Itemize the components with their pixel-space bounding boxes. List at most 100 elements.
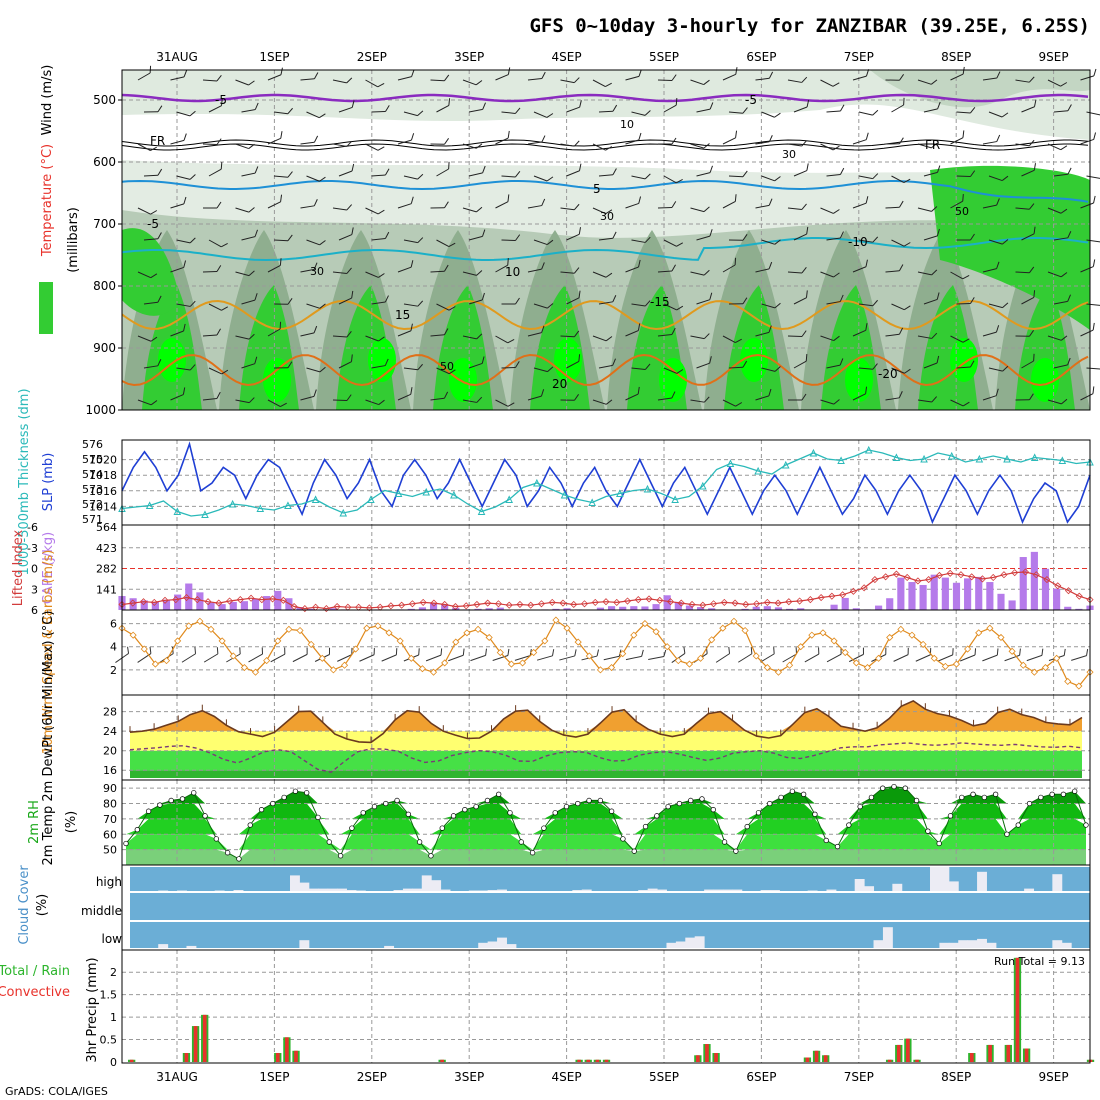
- surface-wind-barb: [826, 647, 842, 663]
- barb-shaft: [397, 266, 412, 273]
- barb-flag: [346, 140, 353, 147]
- wind-barb: [306, 366, 326, 373]
- lifted-index-marker: [290, 602, 298, 611]
- barb-shaft: [208, 105, 222, 113]
- barb-shaft: [598, 237, 613, 241]
- wind-barb: [1053, 294, 1071, 305]
- cloud-bar-high: [299, 882, 310, 891]
- barb-shaft: [533, 175, 548, 182]
- wind-barb: [598, 168, 617, 177]
- isotherm-label: 15: [395, 308, 410, 322]
- date-label-top: 3SEP: [454, 50, 484, 64]
- surface-wind-barb: [715, 646, 731, 663]
- rh-marker: [823, 837, 829, 844]
- wind-barb: [826, 167, 845, 177]
- wind-barb: [690, 143, 710, 149]
- wind-barb: [728, 107, 748, 114]
- barb-shaft: [235, 335, 250, 340]
- wind-barb: [950, 130, 965, 145]
- barb-flag: [261, 647, 264, 655]
- cape-bar: [474, 608, 482, 610]
- rh-shade-bright: [950, 338, 978, 382]
- wind-barb: [1021, 163, 1036, 177]
- barb-flag: [638, 259, 641, 268]
- barb-shaft: [267, 328, 281, 337]
- barb-flag: [742, 234, 748, 241]
- barb-shaft: [917, 335, 932, 339]
- cloud-bar-low: [1061, 942, 1072, 948]
- wind-barb: [176, 174, 196, 180]
- barb-shaft: [625, 655, 642, 661]
- wind-barb: [950, 399, 970, 407]
- barb-flag: [1001, 175, 1009, 181]
- barb-flag: [774, 112, 781, 118]
- barb-flag: [313, 262, 318, 270]
- lifted-index-marker: [903, 573, 911, 582]
- wind-barb: [1021, 353, 1035, 369]
- pressure-tick: 700: [93, 217, 116, 231]
- barb-flag: [936, 292, 940, 300]
- lifted-index-marker: [1064, 587, 1073, 595]
- wind-barb: [988, 365, 1009, 372]
- rh-marker: [518, 839, 524, 845]
- wind-barb: [631, 363, 651, 370]
- barb-shaft: [371, 238, 386, 241]
- barb-flag: [612, 104, 618, 112]
- lifted-index-marker: [172, 596, 180, 604]
- wind-barb: [527, 325, 545, 337]
- precip-tick: 0: [110, 1056, 117, 1069]
- wind-barb: [690, 79, 710, 86]
- barb-flag: [515, 170, 521, 178]
- wind-barb: [1053, 231, 1072, 241]
- barb-flag: [1092, 322, 1095, 331]
- precip-bar-convective: [696, 1055, 700, 1062]
- barb-shaft: [1086, 367, 1100, 370]
- wind-barb: [560, 330, 580, 338]
- barb-flag: [346, 267, 352, 274]
- wind-barb: [235, 143, 255, 150]
- barb-shaft: [338, 297, 352, 305]
- barb-flag: [574, 267, 580, 274]
- barb-shaft: [267, 399, 281, 408]
- wind-barb: [267, 258, 282, 273]
- barb-shaft: [982, 77, 997, 81]
- barb-shaft: [793, 233, 807, 241]
- rh-marker: [744, 823, 750, 830]
- wind-barb: [1047, 143, 1068, 151]
- precip-bar-convective: [202, 1014, 207, 1062]
- barb-shaft: [501, 175, 516, 178]
- barb-shaft: [397, 76, 412, 81]
- barb-shaft: [527, 205, 542, 209]
- barb-shaft: [306, 367, 321, 373]
- wind-speed-marker: [708, 636, 716, 644]
- date-label-bottom: 2SEP: [357, 1070, 387, 1084]
- barb-shaft: [137, 72, 151, 81]
- barb-shaft: [787, 143, 802, 147]
- wind-speed-marker: [385, 629, 393, 637]
- barb-shaft: [235, 271, 250, 277]
- thickness-marker: [975, 454, 984, 463]
- rh-marker: [902, 785, 908, 791]
- wind-barb: [917, 206, 938, 212]
- wind-speed-marker: [1019, 661, 1027, 669]
- cloud-bar-high: [572, 890, 583, 891]
- barb-shaft: [625, 330, 639, 337]
- barb-flag: [962, 401, 970, 407]
- lifted-index-tick: 6: [31, 604, 38, 617]
- cloud-bar-low: [977, 938, 987, 948]
- wind-barb: [793, 163, 809, 177]
- barb-shaft: [470, 654, 486, 662]
- barb-flag: [839, 358, 844, 366]
- rh-marker: [337, 853, 344, 859]
- wind-barb: [462, 396, 483, 403]
- barb-shaft: [923, 108, 938, 113]
- wind-barb: [696, 102, 714, 113]
- barb-shaft: [988, 303, 1003, 309]
- wind-speed-marker: [697, 654, 705, 662]
- wind-speed-marker: [964, 645, 972, 653]
- cloud-bar-high: [497, 889, 507, 891]
- cloud-bar-low: [873, 940, 884, 948]
- wind-barb: [468, 102, 486, 113]
- barb-flag: [862, 647, 864, 655]
